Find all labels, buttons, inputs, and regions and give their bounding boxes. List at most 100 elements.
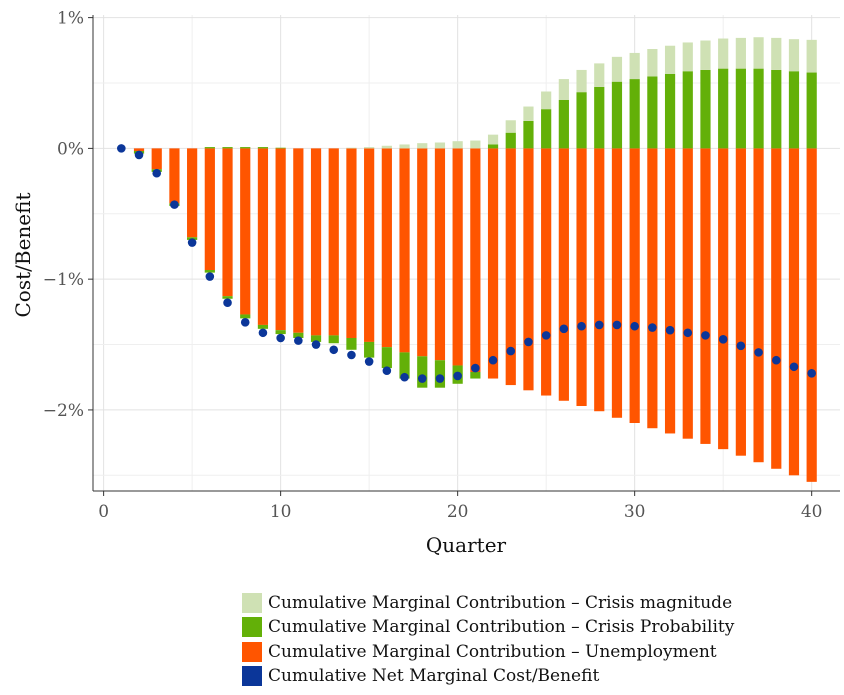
bar-crisis-probability-negative: [381, 347, 392, 369]
net-point: [594, 320, 604, 330]
bar-crisis-magnitude: [523, 106, 534, 121]
bar-crisis-probability-negative: [328, 335, 339, 344]
net-point: [276, 333, 285, 343]
bar-crisis-magnitude: [346, 147, 357, 149]
bar-unemployment: [505, 148, 516, 386]
net-point: [771, 355, 781, 365]
bar-unemployment: [275, 148, 286, 331]
bar-crisis-magnitude: [611, 56, 623, 82]
bar-unemployment: [664, 148, 676, 434]
net-point: [311, 340, 321, 349]
bar-unemployment: [151, 148, 162, 170]
bar-crisis-magnitude: [682, 42, 693, 72]
bar-crisis-magnitude: [788, 39, 800, 72]
legend-label: Cumulative Net Marginal Cost/Benefit: [268, 666, 600, 687]
bar-crisis-probability: [718, 68, 729, 149]
bar-unemployment: [470, 148, 481, 372]
bar-unemployment: [346, 148, 357, 338]
net-point: [435, 374, 445, 383]
bar-crisis-probability-negative: [364, 341, 375, 358]
bar-crisis-probability: [594, 86, 605, 149]
bar-crisis-probability: [771, 69, 782, 149]
bar-crisis-probability: [576, 92, 587, 149]
net-point: [453, 371, 462, 381]
net-point: [736, 341, 746, 351]
bar-crisis-probability-negative: [310, 335, 322, 342]
net-point: [329, 345, 339, 355]
bar-unemployment: [434, 148, 446, 361]
bars: [133, 37, 817, 482]
bar-unemployment: [487, 148, 499, 379]
bar-unemployment: [558, 148, 569, 401]
bar-unemployment: [364, 148, 375, 342]
bar-crisis-probability: [523, 120, 534, 149]
bar-crisis-magnitude: [487, 134, 499, 145]
bar-crisis-probability: [664, 73, 676, 149]
bar-crisis-probability: [647, 76, 658, 149]
bar-unemployment: [541, 148, 552, 396]
net-point: [400, 372, 409, 382]
net-point: [577, 321, 586, 331]
y-tick-label: 0%: [57, 139, 84, 159]
net-point: [701, 331, 710, 340]
bar-crisis-probability: [204, 147, 215, 149]
net-point: [205, 272, 215, 281]
legend-item-crisis-magnitude: Cumulative Marginal Contribution – Crisi…: [242, 591, 734, 615]
x-tick-label: 10: [270, 502, 292, 522]
bar-crisis-probability-negative: [434, 360, 446, 388]
bar-unemployment: [682, 148, 693, 439]
bar-unemployment: [310, 148, 322, 336]
bar-unemployment: [187, 148, 198, 238]
bar-crisis-magnitude: [629, 52, 640, 80]
net-point: [807, 369, 816, 378]
bar-crisis-magnitude: [735, 37, 746, 69]
bar-crisis-magnitude: [664, 45, 676, 74]
legend-label: Cumulative Marginal Contribution – Crisi…: [268, 593, 733, 614]
bar-unemployment: [257, 148, 269, 325]
y-tick-label: 1%: [57, 9, 84, 29]
net-point: [382, 366, 392, 375]
net-point: [488, 355, 498, 365]
bar-crisis-probability-negative: [417, 356, 428, 388]
bar-crisis-probability-negative: [470, 372, 481, 379]
bar-unemployment: [399, 148, 410, 353]
bar-unemployment: [594, 148, 605, 412]
bar-crisis-magnitude: [399, 144, 410, 149]
bar-crisis-magnitude: [576, 69, 587, 93]
bar-crisis-magnitude: [381, 145, 392, 149]
legend: Cumulative Marginal Contribution – Crisi…: [242, 591, 734, 688]
bar-unemployment: [222, 148, 233, 297]
legend-swatch: [242, 617, 262, 638]
bar-crisis-probability: [240, 147, 251, 149]
bar-crisis-probability: [257, 147, 269, 149]
net-point: [187, 238, 197, 247]
bar-unemployment: [133, 148, 145, 151]
bar-crisis-probability: [753, 68, 764, 149]
x-axis-title: Quarter: [426, 533, 507, 557]
bar-crisis-probability: [275, 147, 286, 149]
net-point: [223, 298, 232, 307]
net-points: [117, 144, 816, 383]
bar-unemployment: [806, 148, 817, 482]
bar-unemployment: [328, 148, 339, 336]
net-point: [364, 357, 374, 366]
net-point: [630, 321, 639, 331]
bar-crisis-probability: [700, 69, 711, 149]
bar-crisis-magnitude: [753, 37, 764, 69]
bar-unemployment: [576, 148, 587, 406]
y-tick-label: −2%: [43, 401, 84, 421]
net-point: [117, 144, 126, 153]
bar-crisis-probability: [682, 71, 693, 149]
bar-crisis-probability-negative: [346, 338, 357, 350]
bar-crisis-magnitude: [771, 37, 782, 70]
bar-crisis-magnitude: [541, 91, 552, 110]
bar-crisis-magnitude: [364, 147, 375, 149]
y-axis-title: Cost/Benefit: [11, 192, 35, 317]
legend-swatch: [242, 593, 262, 614]
legend-item-crisis-probability: Cumulative Marginal Contribution – Crisi…: [242, 615, 734, 639]
bar-crisis-probability: [222, 147, 233, 149]
bar-crisis-magnitude: [452, 141, 463, 149]
bar-crisis-magnitude: [417, 143, 428, 149]
chart: 1% 0% −1% −2% 0 10 20 30 40 Quarter Cost/Benefit: [11, 9, 840, 557]
net-point: [559, 324, 569, 334]
